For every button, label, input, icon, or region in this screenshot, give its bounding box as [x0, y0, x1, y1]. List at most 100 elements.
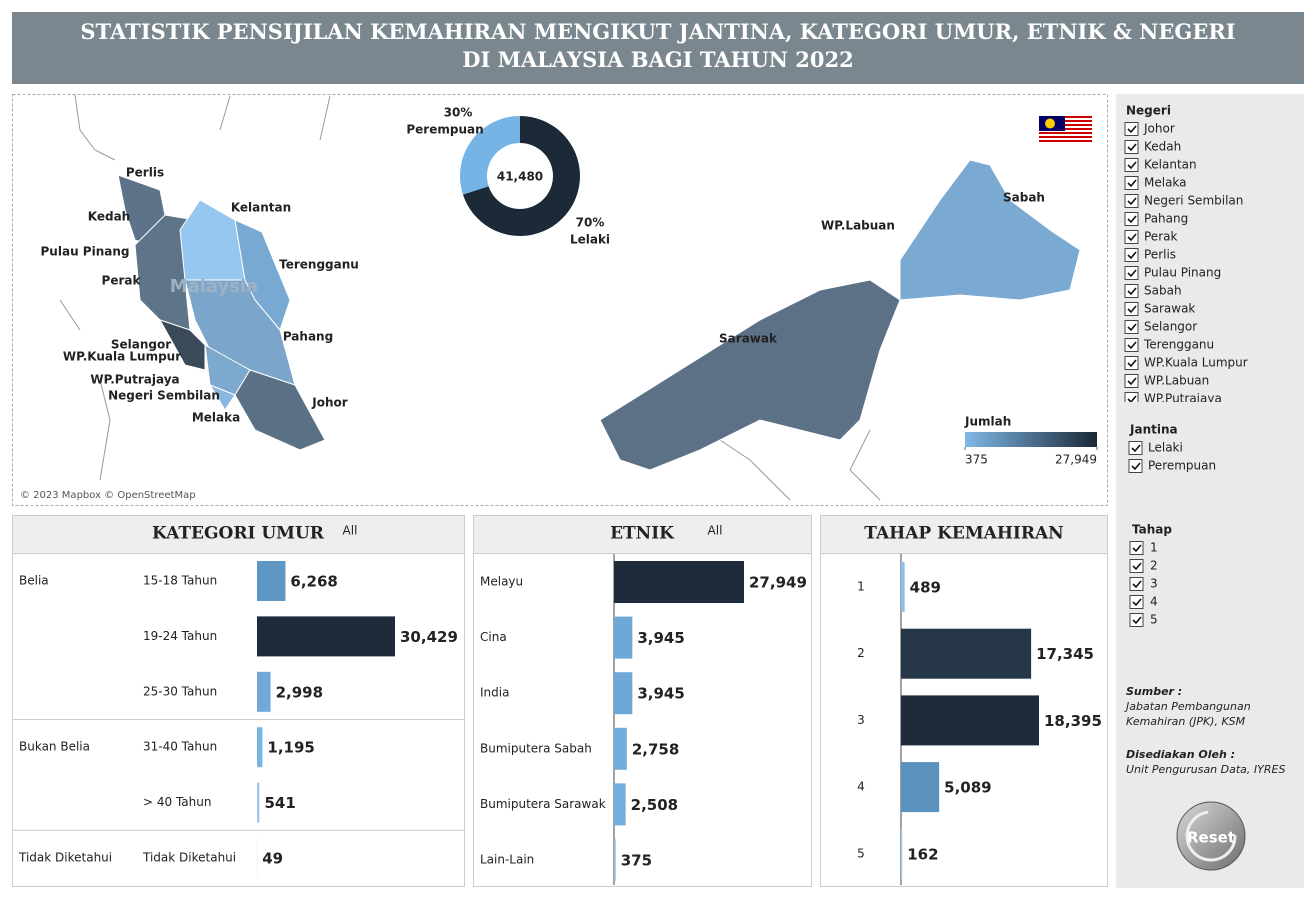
checkbox[interactable]: [1124, 158, 1139, 172]
state-label: Johor: [311, 396, 347, 410]
checkbox[interactable]: [1129, 541, 1144, 555]
filter-item[interactable]: Kedah: [1144, 140, 1181, 154]
checkbox[interactable]: [1129, 559, 1144, 573]
checkmark[interactable]: [1127, 215, 1137, 224]
checkmark[interactable]: [1127, 287, 1137, 296]
value-label: 1,195: [267, 739, 314, 757]
title: STATISTIK PENSIJILAN KEMAHIRAN MENGIKUT …: [80, 19, 1236, 72]
value-label: 18,395: [1044, 712, 1102, 730]
checkmark[interactable]: [1127, 359, 1137, 368]
group-label: Tidak Diketahui: [18, 851, 112, 865]
checkbox[interactable]: [1124, 284, 1139, 298]
filter-item[interactable]: 4: [1150, 595, 1158, 609]
checkmark[interactable]: [1127, 197, 1137, 206]
filter-item[interactable]: Selangor: [1144, 320, 1197, 334]
value-label: 541: [264, 794, 295, 812]
checkbox[interactable]: [1124, 374, 1139, 388]
checkbox[interactable]: [1124, 266, 1139, 280]
checkmark[interactable]: [1127, 395, 1137, 402]
checkmark[interactable]: [1127, 143, 1137, 152]
filter-item[interactable]: 3: [1150, 577, 1158, 591]
filter-item[interactable]: Perlis: [1144, 248, 1176, 262]
checkmark[interactable]: [1132, 616, 1142, 625]
checkmark[interactable]: [1132, 544, 1142, 553]
checkbox[interactable]: [1124, 176, 1139, 190]
checkmark[interactable]: [1127, 341, 1137, 350]
checkbox[interactable]: [1124, 140, 1139, 154]
category-label: Tidak Diketahui: [142, 851, 236, 865]
panel-title: KATEGORI UMUR: [152, 524, 325, 544]
filter-item[interactable]: 1: [1150, 541, 1158, 555]
checkmark[interactable]: [1132, 562, 1142, 571]
category-label: 5: [857, 846, 865, 860]
filter-item[interactable]: WP.Putrajaya: [1144, 392, 1222, 406]
checkmark[interactable]: [1131, 462, 1141, 471]
filter-item[interactable]: Negeri Sembilan: [1144, 194, 1243, 208]
checkbox[interactable]: [1129, 595, 1144, 609]
filter-item[interactable]: Melaka: [1144, 176, 1187, 190]
checkbox[interactable]: [1124, 302, 1139, 316]
checkbox[interactable]: [1124, 338, 1139, 352]
filter-item[interactable]: Perempuan: [1148, 459, 1216, 473]
state-label: Pulau Pinang: [41, 245, 130, 259]
panel-header: [13, 516, 464, 553]
state-label: Kelantan: [231, 201, 291, 215]
reset-label[interactable]: Reset: [1187, 829, 1235, 847]
filter-item[interactable]: Pahang: [1144, 212, 1188, 226]
checkbox[interactable]: [1124, 392, 1139, 406]
checkmark[interactable]: [1127, 269, 1137, 278]
checkbox[interactable]: [1124, 194, 1139, 208]
filter-item[interactable]: Pulau Pinang: [1144, 266, 1221, 280]
filter-item[interactable]: WP.Kuala Lumpur: [1144, 356, 1248, 370]
checkmark[interactable]: [1132, 598, 1142, 607]
filter-item[interactable]: Kelantan: [1144, 158, 1197, 172]
checkbox[interactable]: [1124, 122, 1139, 136]
category-label: 19-24 Tahun: [143, 629, 217, 643]
checkmark[interactable]: [1127, 323, 1137, 332]
value-label: 49: [262, 850, 283, 868]
filter-item[interactable]: Terengganu: [1143, 338, 1214, 352]
source-label: Sumber :: [1126, 685, 1182, 698]
border-line: [59, 94, 1011, 501]
checkbox[interactable]: [1128, 459, 1143, 473]
state-label: Kedah: [88, 210, 130, 224]
value-label: 489: [910, 579, 941, 597]
bar: [901, 762, 940, 813]
checkmark[interactable]: [1127, 125, 1137, 134]
checkmark[interactable]: [1132, 580, 1142, 589]
filter-item[interactable]: Perak: [1144, 230, 1177, 244]
region: [208, 383, 236, 411]
bar: [257, 671, 271, 712]
value-label: 162: [907, 845, 938, 863]
checkbox[interactable]: [1129, 577, 1144, 591]
value-label: 2,998: [276, 683, 323, 701]
state-label: Perak: [102, 274, 142, 288]
checkmark[interactable]: [1131, 444, 1141, 453]
filter-item[interactable]: WP.Labuan: [1144, 374, 1209, 388]
category-label: 4: [857, 780, 865, 794]
filter-item[interactable]: 2: [1150, 559, 1158, 573]
checkbox[interactable]: [1124, 248, 1139, 262]
checkmark[interactable]: [1127, 377, 1137, 386]
filter-item[interactable]: Johor: [1143, 122, 1175, 136]
reset-arrow[interactable]: [1185, 810, 1237, 862]
state-label: Terengganu: [279, 258, 359, 272]
checkmark[interactable]: [1127, 305, 1137, 314]
filter-item[interactable]: Sabah: [1144, 284, 1182, 298]
filter-item[interactable]: 5: [1150, 613, 1158, 627]
filter-item[interactable]: Sarawak: [1144, 302, 1195, 316]
checkbox[interactable]: [1124, 230, 1139, 244]
checkbox[interactable]: [1128, 441, 1143, 455]
category-label: > 40 Tahun: [143, 795, 211, 809]
checkbox[interactable]: [1129, 613, 1144, 627]
checkbox[interactable]: [1124, 320, 1139, 334]
filter-item[interactable]: Lelaki: [1148, 441, 1183, 455]
checkmark[interactable]: [1127, 161, 1137, 170]
checkbox[interactable]: [1124, 212, 1139, 226]
value-label: 3,945: [637, 685, 684, 703]
checkmark[interactable]: [1127, 179, 1137, 188]
reset-button[interactable]: Reset: [1176, 801, 1246, 871]
checkbox[interactable]: [1124, 356, 1139, 370]
checkmark[interactable]: [1127, 233, 1137, 242]
checkmark[interactable]: [1127, 251, 1137, 260]
